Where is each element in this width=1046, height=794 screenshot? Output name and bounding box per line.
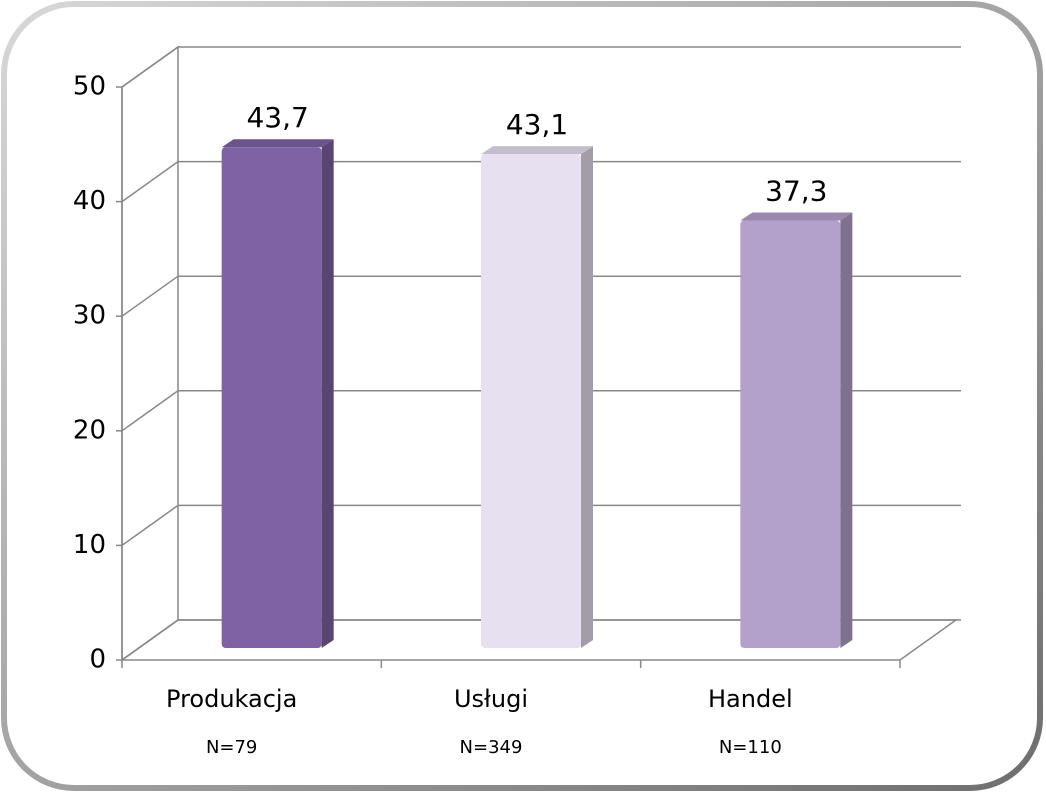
- annotation: N=79: [206, 737, 257, 758]
- y-tick-label: 20: [73, 415, 106, 445]
- data-label: 43,1: [506, 108, 568, 141]
- bar: [740, 220, 841, 649]
- annotation: N=349: [460, 737, 523, 758]
- y-tick-label: 40: [73, 186, 106, 216]
- bar-top: [221, 139, 334, 148]
- annotation: N=110: [719, 737, 782, 758]
- grid-line: [121, 504, 961, 547]
- data-label: 37,3: [765, 175, 827, 208]
- grid-line: [121, 390, 961, 432]
- grid-line: [121, 619, 961, 661]
- bar-side: [840, 212, 853, 649]
- grid-line: [121, 160, 961, 203]
- x-tick-label: Usługi: [454, 685, 528, 713]
- grid-line: [121, 275, 961, 317]
- bar-side: [321, 139, 334, 648]
- bar-top: [481, 146, 593, 155]
- bar: [481, 154, 581, 648]
- x-tick-label: Produkacja: [166, 685, 297, 713]
- bar-side: [581, 146, 593, 648]
- grid-line: [121, 46, 961, 88]
- y-tick-label: 30: [73, 301, 106, 331]
- y-tick-label: 0: [89, 645, 106, 675]
- y-tick-label: 10: [73, 530, 106, 560]
- data-label: 43,7: [246, 101, 308, 134]
- x-tick-label: Handel: [708, 685, 793, 713]
- bar: [221, 147, 322, 648]
- y-tick-label: 50: [73, 72, 106, 102]
- bar-top: [740, 212, 853, 221]
